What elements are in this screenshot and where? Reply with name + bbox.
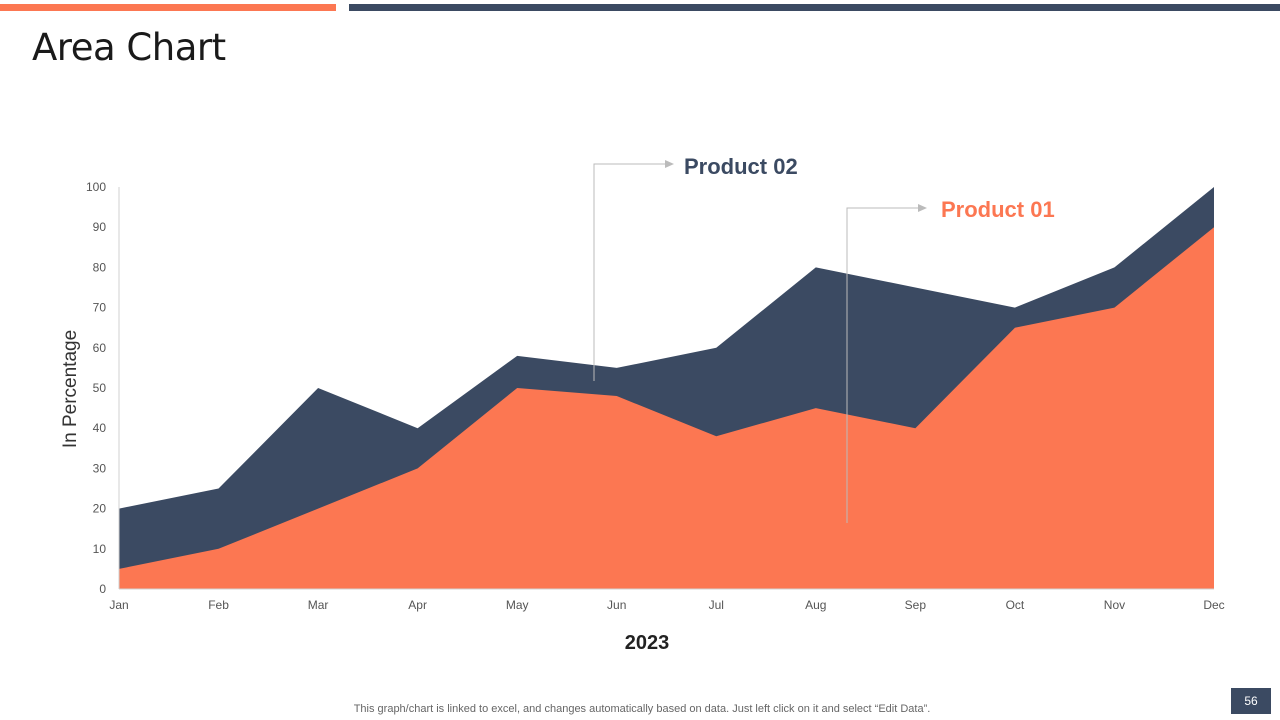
chart-axes [118, 187, 1214, 590]
x-tick-label: May [506, 598, 529, 612]
y-tick-label: 90 [93, 220, 107, 234]
x-tick-labels: Jan Feb Mar Apr May Jun Jul Aug Sep Oct Nov Dec [109, 598, 1224, 612]
y-tick-label: 70 [93, 301, 107, 315]
footer-note: This graph/chart is linked to excel, and… [353, 703, 931, 715]
callout-label-product-01: Product 01 [941, 197, 1055, 222]
x-tick-label: Aug [805, 598, 826, 612]
callout-label-product-02: Product 02 [684, 154, 798, 179]
chart-areas [119, 187, 1214, 589]
series-callouts: Product 02 Product 01 [593, 154, 1055, 523]
y-tick-label: 20 [93, 502, 107, 516]
y-tick-label: 40 [93, 421, 107, 435]
leader-arrow-product-02 [665, 160, 674, 168]
accent-bar-left [0, 4, 336, 11]
y-axis-label: In Percentage [60, 330, 81, 448]
y-tick-label: 100 [86, 180, 106, 194]
x-tick-label: Jul [709, 598, 724, 612]
x-tick-label: Feb [208, 598, 229, 612]
x-tick-label: Jun [607, 598, 626, 612]
x-tick-label: Oct [1006, 598, 1025, 612]
y-tick-label: 0 [99, 582, 106, 596]
x-axis-label: 2023 [625, 632, 670, 654]
x-tick-label: Dec [1203, 598, 1224, 612]
x-tick-label: Apr [408, 598, 427, 612]
accent-bar-right [349, 4, 1280, 11]
area-product-01[interactable] [119, 227, 1214, 589]
y-tick-label: 50 [93, 381, 107, 395]
y-tick-label: 30 [93, 461, 107, 475]
page-number: 56 [1231, 688, 1271, 714]
slide-title: Area Chart [32, 26, 226, 69]
x-tick-label: Sep [905, 598, 927, 612]
x-tick-label: Nov [1104, 598, 1125, 612]
y-tick-label: 10 [93, 542, 107, 556]
y-tick-labels: 0 10 20 30 40 50 60 70 80 90 100 [86, 180, 106, 596]
leader-line-product-02 [593, 163, 666, 381]
leader-arrow-product-01 [918, 204, 927, 212]
x-tick-label: Jan [109, 598, 128, 612]
y-tick-label: 60 [93, 341, 107, 355]
leader-line-product-01 [846, 207, 919, 523]
y-tick-label: 80 [93, 260, 107, 274]
x-tick-label: Mar [308, 598, 329, 612]
